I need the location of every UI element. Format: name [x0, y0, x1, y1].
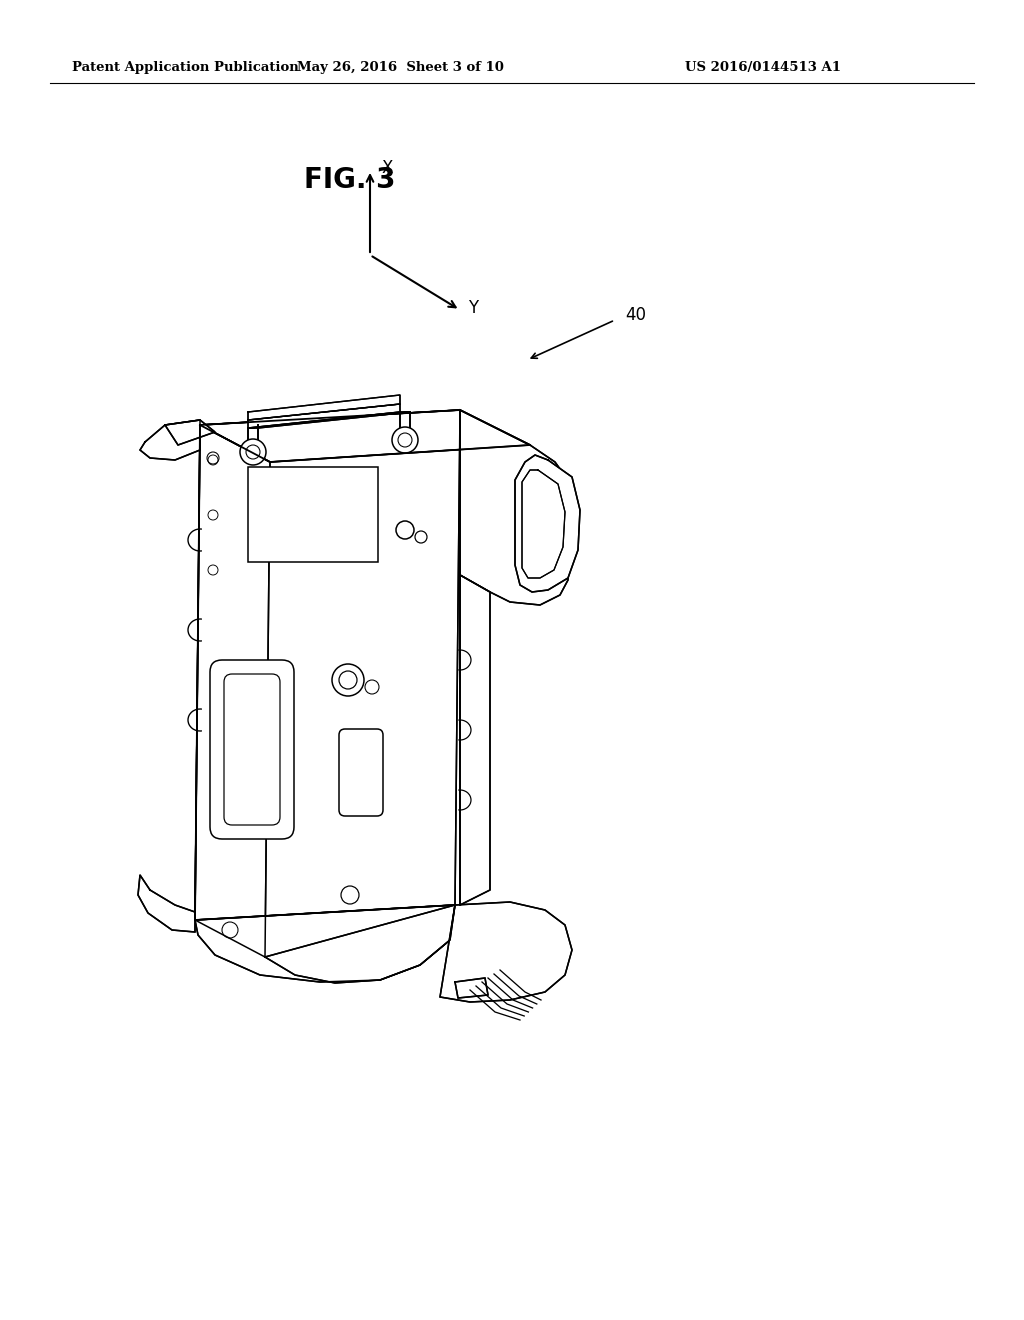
- Text: 40: 40: [625, 306, 646, 323]
- Polygon shape: [165, 420, 215, 445]
- FancyBboxPatch shape: [339, 729, 383, 816]
- Polygon shape: [440, 902, 572, 1002]
- Circle shape: [240, 440, 266, 465]
- Text: Patent Application Publication: Patent Application Publication: [72, 61, 299, 74]
- Circle shape: [332, 664, 364, 696]
- Polygon shape: [195, 906, 455, 982]
- Polygon shape: [460, 411, 568, 605]
- Circle shape: [396, 521, 414, 539]
- Polygon shape: [248, 395, 400, 420]
- Polygon shape: [195, 411, 460, 920]
- Bar: [248, 467, 378, 562]
- Polygon shape: [195, 425, 270, 957]
- Polygon shape: [200, 411, 530, 462]
- Polygon shape: [522, 470, 565, 578]
- Circle shape: [392, 426, 418, 453]
- Polygon shape: [138, 875, 195, 932]
- Polygon shape: [460, 576, 490, 906]
- Text: May 26, 2016  Sheet 3 of 10: May 26, 2016 Sheet 3 of 10: [297, 61, 504, 74]
- Polygon shape: [248, 412, 410, 428]
- Polygon shape: [248, 404, 400, 428]
- Text: X: X: [382, 158, 393, 177]
- Text: Y: Y: [468, 300, 478, 317]
- Text: FIG. 3: FIG. 3: [304, 166, 395, 194]
- Polygon shape: [515, 455, 580, 591]
- Polygon shape: [265, 906, 455, 983]
- Polygon shape: [140, 420, 200, 459]
- FancyBboxPatch shape: [210, 660, 294, 840]
- Polygon shape: [455, 978, 488, 998]
- FancyBboxPatch shape: [224, 675, 280, 825]
- Text: US 2016/0144513 A1: US 2016/0144513 A1: [685, 61, 841, 74]
